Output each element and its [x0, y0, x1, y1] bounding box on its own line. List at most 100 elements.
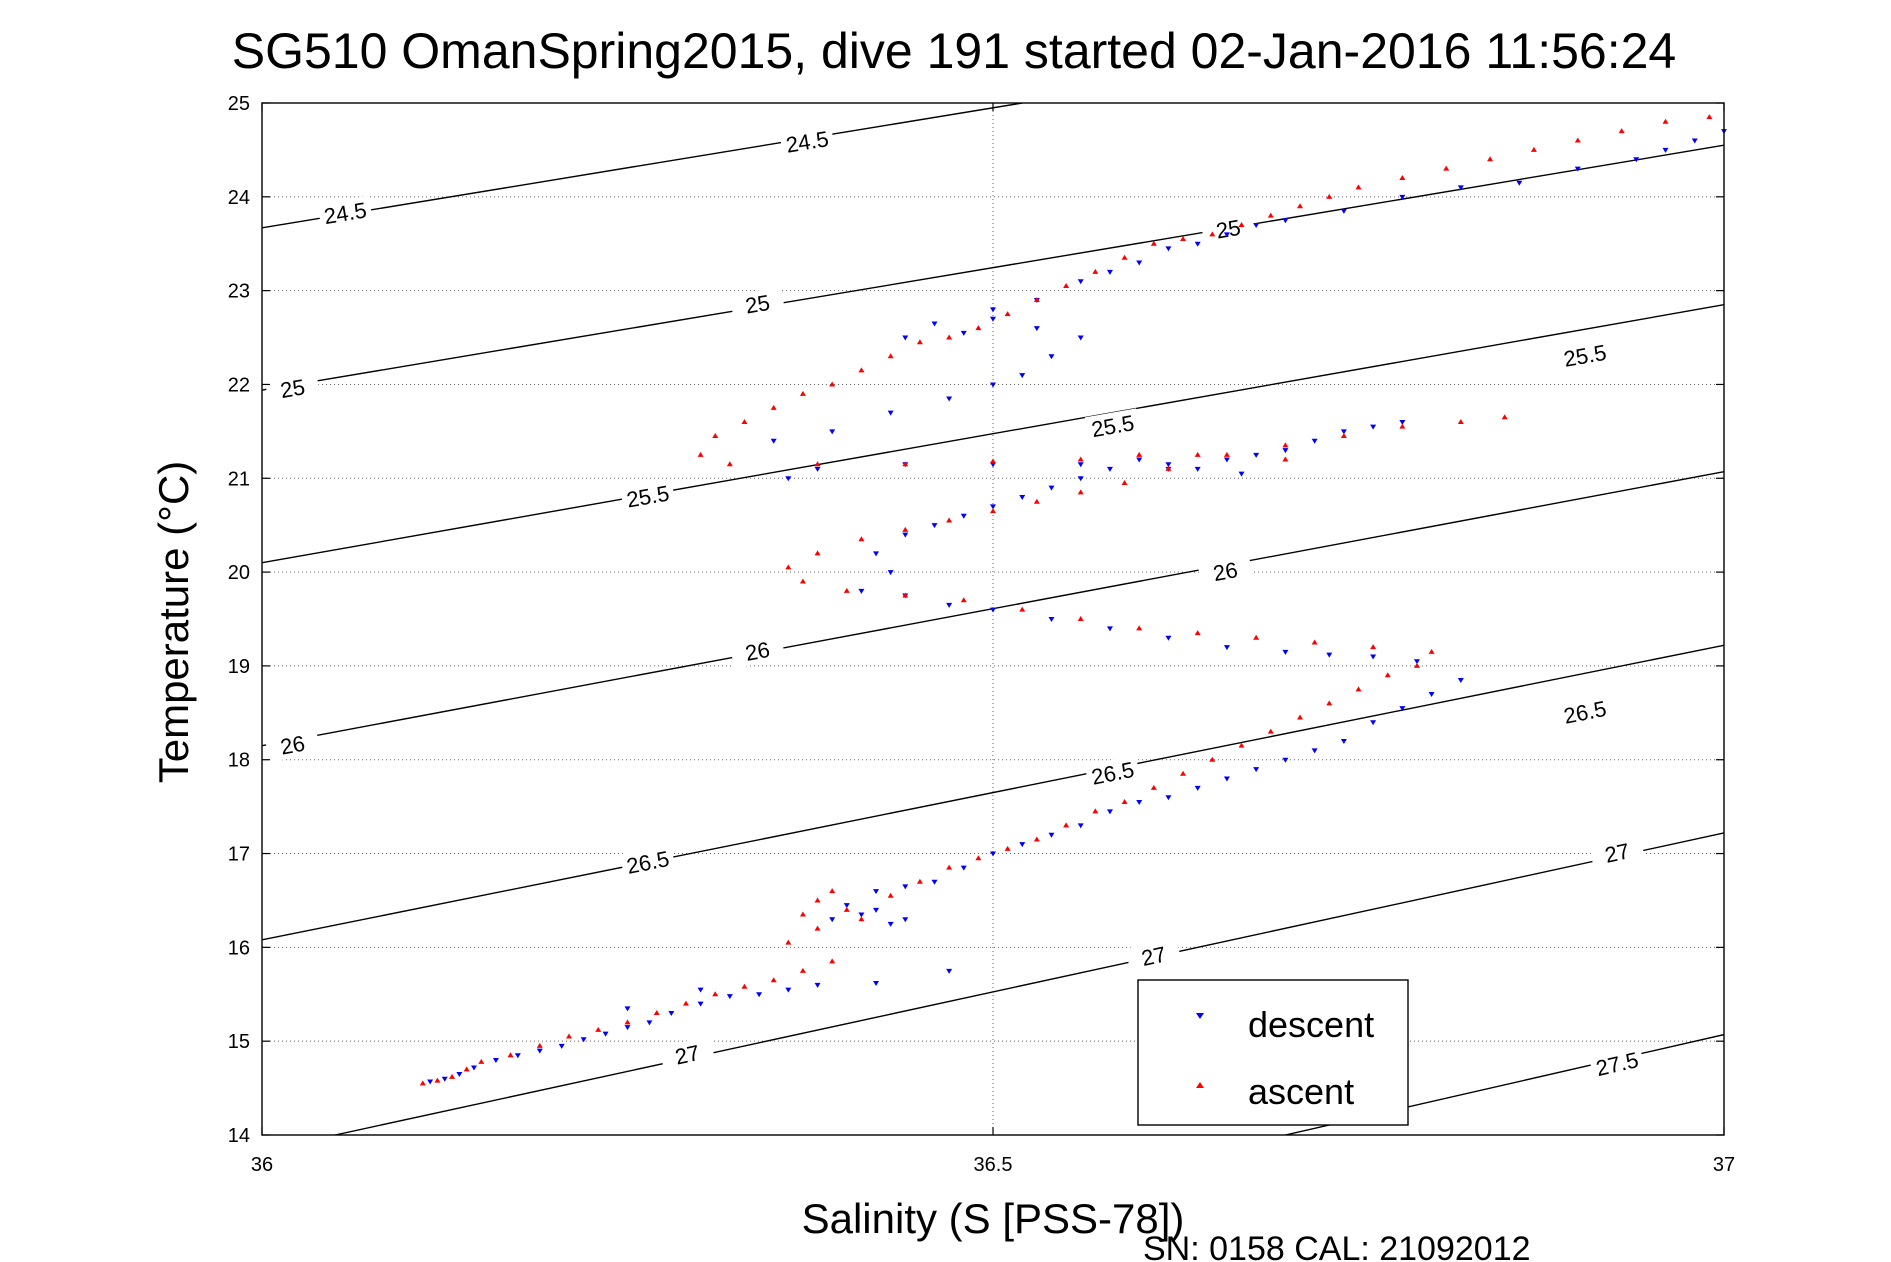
ascent-point	[829, 888, 836, 894]
descent-point	[1106, 626, 1113, 632]
descent-point	[960, 865, 967, 871]
ascent-point	[916, 878, 923, 884]
ascent-point	[829, 381, 836, 387]
descent-point	[1194, 785, 1201, 791]
ascent-point	[1355, 686, 1362, 692]
descent-point	[785, 476, 792, 482]
ascent-point	[1194, 630, 1201, 636]
y-tick-label: 15	[228, 1031, 250, 1053]
ascent-point	[595, 1026, 602, 1032]
descent-point	[1136, 260, 1143, 266]
ascent-point	[741, 418, 748, 424]
ascent-point	[902, 526, 909, 532]
ascent-point	[887, 353, 894, 359]
contour-label-bg	[619, 844, 676, 880]
descent-point	[697, 987, 704, 993]
data-points	[419, 114, 1727, 1086]
ascent-point	[726, 461, 733, 467]
contour-label-bg	[1125, 937, 1182, 974]
ascent-point	[990, 458, 996, 464]
legend: descent ascent	[1137, 979, 1409, 1126]
ascent-point	[1121, 798, 1128, 804]
ascent-point	[799, 390, 806, 396]
ascent-point	[1267, 212, 1274, 218]
ascent-point	[1574, 137, 1581, 143]
ascent-point	[1311, 639, 1318, 645]
descent-point	[1633, 157, 1640, 163]
descent-point	[646, 1020, 653, 1026]
descent-point	[1326, 652, 1333, 658]
descent-point	[858, 588, 865, 594]
contour-label-bg	[264, 727, 321, 763]
contour-label: 25	[743, 290, 771, 319]
series-descent	[427, 129, 1727, 1085]
contour-26: 26 26 26	[262, 471, 1724, 763]
descent-point	[858, 912, 865, 918]
ascent-point	[799, 967, 806, 973]
descent-point	[960, 513, 967, 519]
ascent-point	[770, 977, 777, 983]
descent-point	[1428, 692, 1435, 698]
contour-label: 26.5	[1089, 757, 1136, 790]
descent-point	[470, 1065, 477, 1071]
descent-point	[1282, 757, 1289, 763]
ascent-point	[1180, 770, 1187, 776]
descent-point	[441, 1076, 448, 1082]
ascent-point	[1063, 282, 1070, 288]
descent-point	[1077, 476, 1084, 482]
x-tick-label: 36.5	[974, 1154, 1013, 1176]
descent-point	[1516, 180, 1523, 186]
ascent-point	[843, 906, 850, 912]
descent-point	[580, 1037, 587, 1043]
ascent-point	[536, 1042, 543, 1048]
ascent-point	[463, 1066, 470, 1072]
contour-label: 24.5	[784, 126, 830, 158]
descent-point	[1019, 842, 1026, 848]
descent-point	[873, 981, 880, 987]
ascent-point	[858, 536, 865, 542]
descent-point	[1370, 424, 1377, 430]
ascent-point	[1706, 114, 1713, 120]
legend-descent-label: descent	[1248, 1004, 1374, 1045]
ascent-point	[1033, 498, 1040, 504]
ascent-point	[843, 587, 850, 593]
descent-point	[990, 462, 996, 468]
ascent-point	[1238, 742, 1245, 748]
contour-26.5: 26.5 26.5 26.5	[262, 644, 1724, 941]
descent-point	[456, 1072, 463, 1078]
descent-point	[1033, 326, 1040, 332]
ascent-point	[916, 339, 923, 345]
descent-point	[902, 884, 909, 890]
ascent-point	[419, 1080, 426, 1086]
descent-point	[1662, 147, 1669, 153]
ascent-point	[1662, 118, 1669, 124]
contour-label-bg	[1197, 553, 1254, 589]
y-tick-label: 23	[228, 281, 250, 303]
legend-box	[1137, 979, 1409, 1126]
ascent-point	[1413, 662, 1420, 668]
descent-point	[990, 851, 996, 857]
ascent-point	[1019, 606, 1026, 612]
y-tick-label: 18	[228, 750, 250, 772]
contour-label-bg	[317, 195, 373, 230]
ascent-point	[1063, 822, 1070, 828]
ascent-point	[814, 550, 821, 556]
descent-point	[602, 1031, 609, 1037]
descent-point	[1253, 452, 1260, 458]
descent-point	[514, 1053, 521, 1059]
contour-label: 27.5	[1593, 1047, 1640, 1081]
ascent-point	[1501, 414, 1508, 420]
descent-point	[1311, 748, 1318, 754]
descent-point	[1077, 462, 1084, 468]
descent-point	[990, 316, 996, 322]
descent-point	[1399, 194, 1406, 200]
descent-point	[1370, 720, 1377, 726]
ascent-point	[887, 892, 894, 898]
ascent-point	[990, 508, 996, 514]
descent-point	[814, 466, 821, 472]
ascent-point	[799, 911, 806, 917]
ascent-point	[1399, 423, 1406, 429]
descent-point	[990, 607, 996, 613]
axis-ticks: 36 36.5 37 14 15 16 17 18 19 20 21 22 23 24 25	[228, 93, 1735, 1176]
